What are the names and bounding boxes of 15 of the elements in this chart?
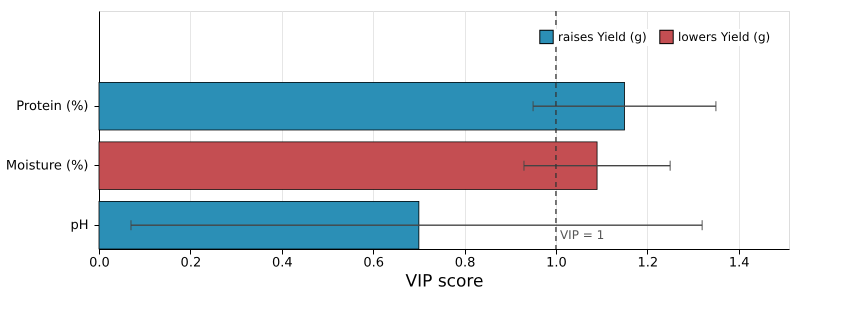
y-tick-label: Moisture (%) xyxy=(6,158,88,174)
x-tick-label: 0.2 xyxy=(180,256,202,270)
x-tick-label: 1.0 xyxy=(546,256,567,270)
x-tick-label: 0.6 xyxy=(363,256,384,270)
x-tick-label: 0.8 xyxy=(454,256,476,270)
y-tick-label: Protein (%) xyxy=(16,99,88,114)
x-tick-label: 1.2 xyxy=(638,256,658,270)
legend-label: raises Yield (g) xyxy=(558,30,647,44)
x-tick-label: 0.0 xyxy=(89,256,110,270)
x-axis-title: VIP score xyxy=(406,272,484,292)
y-tick-label: pH xyxy=(70,218,88,234)
ref-line-label: VIP = 1 xyxy=(560,228,604,242)
x-tick-label: 0.4 xyxy=(272,256,293,270)
legend-label: lowers Yield (g) xyxy=(678,30,770,44)
x-tick-label: 1.4 xyxy=(728,256,750,270)
